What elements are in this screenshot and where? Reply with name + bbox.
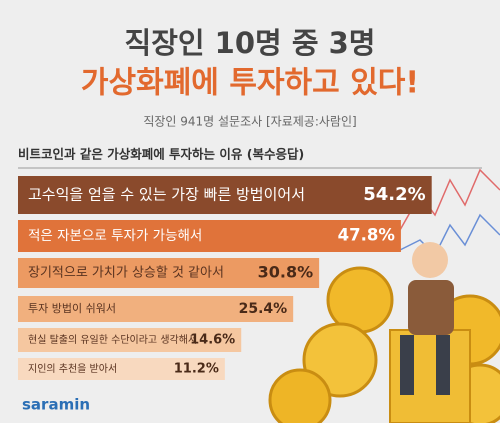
bar	[18, 328, 242, 352]
category-label: 현실 탈출의 유일한 수단이라고 생각해서	[28, 333, 197, 346]
category-label: 장기적으로 가치가 상승할 것 같아서	[28, 266, 224, 281]
source: 직장인 941명 설문조사 [자료제공:사람인]	[143, 115, 356, 129]
value-label: 54.2%	[363, 184, 425, 205]
logo: saramin	[22, 396, 90, 414]
value-label: 25.4%	[239, 301, 288, 317]
bar	[18, 296, 294, 322]
chart-subtitle: 가상화폐에 투자하고 있다!	[81, 66, 419, 101]
value-label: 14.6%	[190, 333, 235, 348]
bar	[18, 358, 225, 380]
bar	[18, 176, 432, 214]
category-label: 고수익을 얻을 수 있는 가장 빠른 방법이어서	[28, 186, 305, 204]
bar	[18, 220, 401, 252]
category-label: 적은 자본으로 투자가 가능해서	[28, 228, 202, 244]
value-label: 30.8%	[258, 263, 314, 282]
category-label: 투자 방법이 쉬워서	[28, 302, 116, 315]
axis-title: 비트코인과 같은 가상화폐에 투자하는 이유 (복수응답)	[18, 147, 304, 162]
value-label: 47.8%	[338, 226, 396, 245]
chart-title: 직장인 10명 중 3명	[125, 26, 376, 60]
bar	[18, 258, 320, 288]
category-label: 지인의 추천을 받아서	[28, 363, 117, 375]
value-label: 11.2%	[174, 362, 219, 377]
decor-coins	[268, 242, 500, 423]
